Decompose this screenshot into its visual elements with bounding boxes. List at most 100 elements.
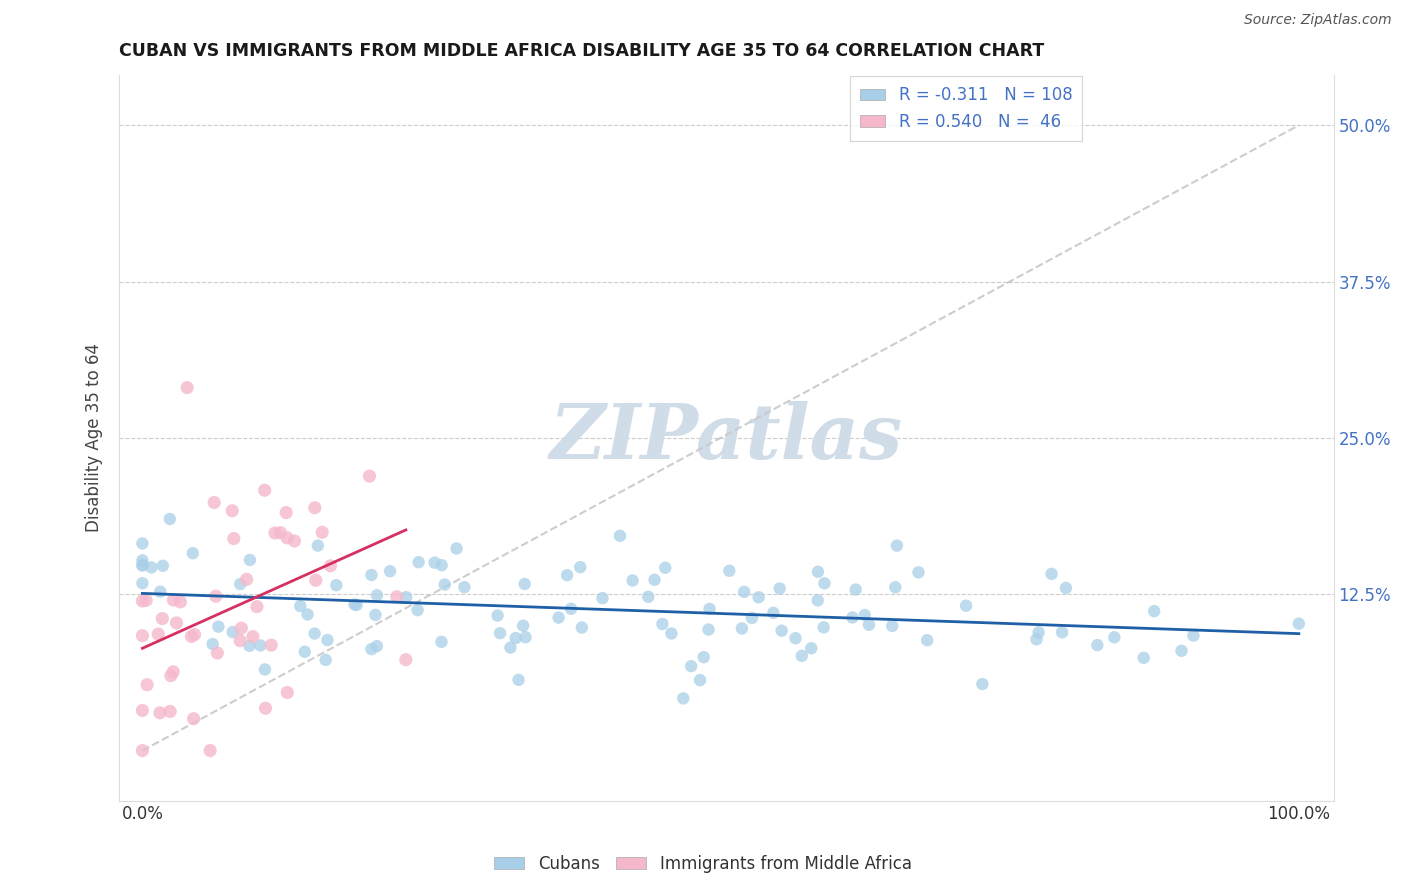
Point [512, 618, 534, 632]
Point [841, 610, 863, 624]
Point [1040, 566, 1063, 581]
Point [689, 673, 711, 687]
Point [131, 629, 153, 643]
Point [718, 564, 741, 578]
Point [637, 590, 659, 604]
Point [430, 635, 453, 649]
Point [748, 591, 770, 605]
Point [1170, 644, 1192, 658]
Point [238, 639, 260, 653]
Point [555, 568, 578, 582]
Point [513, 577, 536, 591]
Point [297, 607, 319, 622]
Point [366, 588, 388, 602]
Point [201, 637, 224, 651]
Point [176, 381, 198, 395]
Point [231, 621, 253, 635]
Point [366, 639, 388, 653]
Point [131, 558, 153, 572]
Point [359, 469, 381, 483]
Point [131, 594, 153, 608]
Point [294, 645, 316, 659]
Point [853, 608, 876, 623]
Point [731, 622, 754, 636]
Point [882, 619, 904, 633]
Point [131, 703, 153, 717]
Point [166, 615, 188, 630]
Point [1025, 632, 1047, 647]
Point [169, 595, 191, 609]
Point [505, 631, 527, 645]
Point [697, 623, 720, 637]
Point [159, 705, 181, 719]
Point [807, 565, 830, 579]
Point [181, 546, 204, 560]
Point [304, 500, 326, 515]
Point [800, 641, 823, 656]
Point [304, 626, 326, 640]
Point [290, 599, 312, 613]
Point [222, 532, 245, 546]
Point [242, 630, 264, 644]
Point [180, 629, 202, 643]
Point [198, 743, 221, 757]
Point [311, 525, 333, 540]
Point [360, 568, 382, 582]
Point [319, 558, 342, 573]
Point [162, 665, 184, 679]
Point [207, 620, 229, 634]
Point [1104, 630, 1126, 644]
Point [423, 556, 446, 570]
Point [325, 578, 347, 592]
Point [360, 642, 382, 657]
Point [136, 678, 159, 692]
Point [260, 638, 283, 652]
Y-axis label: Disability Age 35 to 64: Disability Age 35 to 64 [86, 343, 103, 533]
Point [560, 602, 582, 616]
Point [433, 577, 456, 591]
Point [160, 668, 183, 682]
Point [131, 558, 153, 573]
Point [489, 626, 512, 640]
Point [276, 685, 298, 699]
Point [222, 625, 245, 640]
Point [269, 525, 291, 540]
Point [1143, 604, 1166, 618]
Point [770, 624, 793, 638]
Point [202, 495, 225, 509]
Point [408, 555, 430, 569]
Point [246, 599, 269, 614]
Point [141, 560, 163, 574]
Point [307, 539, 329, 553]
Point [571, 621, 593, 635]
Point [672, 691, 695, 706]
Point [264, 526, 287, 541]
Point [741, 611, 763, 625]
Point [1182, 628, 1205, 642]
Point [378, 564, 401, 578]
Point [1054, 581, 1077, 595]
Point [276, 506, 298, 520]
Point [813, 576, 835, 591]
Point [955, 599, 977, 613]
Point [315, 653, 337, 667]
Point [651, 617, 673, 632]
Point [149, 584, 172, 599]
Point [276, 531, 298, 545]
Point [148, 627, 170, 641]
Text: CUBAN VS IMMIGRANTS FROM MIDDLE AFRICA DISABILITY AGE 35 TO 64 CORRELATION CHART: CUBAN VS IMMIGRANTS FROM MIDDLE AFRICA D… [120, 42, 1045, 60]
Point [149, 706, 172, 720]
Point [907, 566, 929, 580]
Point [229, 577, 252, 591]
Point [135, 593, 157, 607]
Point [395, 653, 418, 667]
Point [364, 607, 387, 622]
Point [152, 558, 174, 573]
Point [235, 573, 257, 587]
Point [131, 576, 153, 591]
Point [486, 608, 509, 623]
Point [884, 580, 907, 594]
Point [406, 603, 429, 617]
Point [807, 593, 830, 607]
Point [790, 648, 813, 663]
